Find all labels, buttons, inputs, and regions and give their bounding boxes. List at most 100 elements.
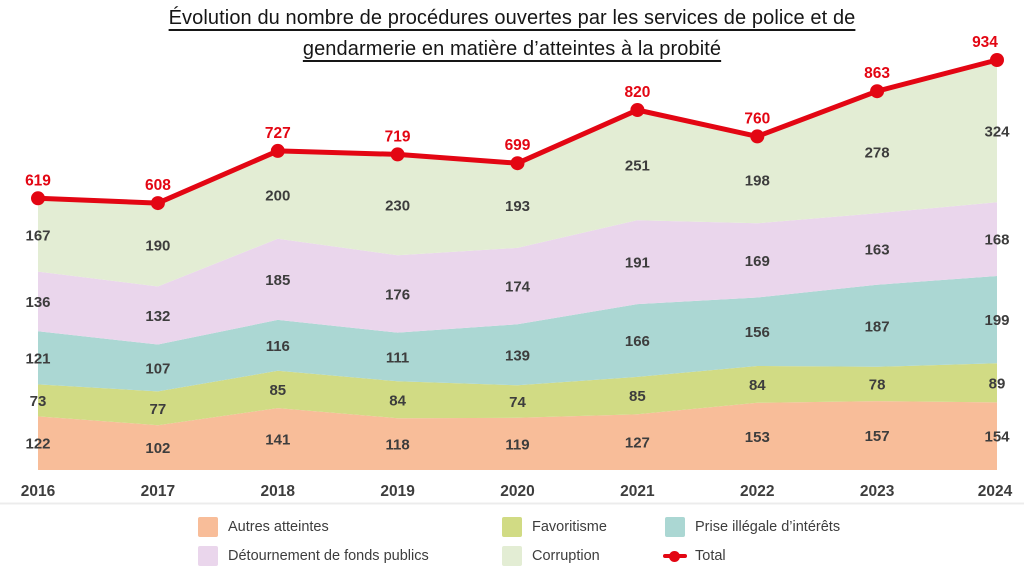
value-label-detournement-fonds-publics: 185 xyxy=(265,272,290,289)
value-label-prise-illegale-interets: 139 xyxy=(505,347,530,364)
chart-title-line-2: gendarmerie en matière d’atteintes à la … xyxy=(302,38,722,60)
legend-label-detournement-fonds-publics: Détournement de fonds publics xyxy=(228,548,429,564)
legend-swatch-prise-illegale-interets xyxy=(665,517,685,537)
legend-item-favoritisme: Favoritisme xyxy=(502,515,665,539)
value-label-favoritisme: 89 xyxy=(989,375,1006,392)
value-label-corruption: 251 xyxy=(625,158,650,175)
value-label-autres-atteintes: 154 xyxy=(984,429,1010,446)
legend-swatch-favoritisme xyxy=(502,517,522,537)
legend-item-total: Total xyxy=(663,544,965,568)
total-value-label: 820 xyxy=(624,84,650,101)
legend-swatch-detournement-fonds-publics xyxy=(198,546,218,566)
legend-label-prise-illegale-interets: Prise illégale d’intérêts xyxy=(695,519,841,535)
x-axis-label-2021: 2021 xyxy=(620,483,655,500)
value-label-prise-illegale-interets: 107 xyxy=(145,360,170,377)
total-marker xyxy=(630,103,645,117)
value-label-detournement-fonds-publics: 168 xyxy=(984,232,1009,249)
value-label-detournement-fonds-publics: 191 xyxy=(625,255,650,272)
value-label-detournement-fonds-publics: 176 xyxy=(385,287,410,304)
legend-swatch-corruption xyxy=(502,546,522,566)
legend-item-detournement-fonds-publics: Détournement de fonds publics xyxy=(198,544,502,568)
chart-legend: Autres atteintes Favoritisme Prise illég… xyxy=(198,515,965,568)
total-value-label: 719 xyxy=(385,128,411,145)
total-marker xyxy=(510,156,525,171)
x-axis-label-2020: 2020 xyxy=(500,483,534,500)
total-value-label: 699 xyxy=(505,137,531,154)
value-label-prise-illegale-interets: 199 xyxy=(984,312,1009,329)
total-marker xyxy=(31,191,45,206)
value-label-prise-illegale-interets: 111 xyxy=(386,350,409,367)
value-label-prise-illegale-interets: 121 xyxy=(25,350,50,367)
value-label-detournement-fonds-publics: 132 xyxy=(145,308,170,325)
value-label-favoritisme: 84 xyxy=(389,392,406,409)
value-label-autres-atteintes: 118 xyxy=(385,437,409,454)
value-label-favoritisme: 77 xyxy=(150,401,167,418)
area-favoritisme xyxy=(38,363,997,426)
x-axis-label-2017: 2017 xyxy=(141,483,175,500)
value-label-detournement-fonds-publics: 174 xyxy=(505,279,531,296)
area-prise-illegale-interets xyxy=(38,276,997,392)
value-label-autres-atteintes: 141 xyxy=(265,432,290,449)
total-marker xyxy=(270,143,285,158)
total-line-icon xyxy=(663,546,687,566)
total-value-label: 608 xyxy=(145,177,171,194)
total-marker xyxy=(870,84,885,99)
value-label-favoritisme: 85 xyxy=(629,388,646,405)
x-axis-label-2022: 2022 xyxy=(740,483,774,500)
x-axis-label-2019: 2019 xyxy=(380,483,415,500)
value-label-autres-atteintes: 119 xyxy=(505,436,529,453)
value-label-favoritisme: 73 xyxy=(30,393,47,410)
total-value-label: 619 xyxy=(25,172,51,189)
total-marker xyxy=(990,53,1004,67)
legend-label-corruption: Corruption xyxy=(532,548,600,564)
chart-title-line-1: Évolution du nombre de procédures ouvert… xyxy=(168,7,856,29)
value-label-corruption: 167 xyxy=(25,227,50,244)
area-corruption xyxy=(38,60,997,287)
legend-item-prise-illegale-interets: Prise illégale d’intérêts xyxy=(665,515,965,539)
value-label-corruption: 278 xyxy=(865,145,890,162)
legend-label-autres-atteintes: Autres atteintes xyxy=(228,519,329,535)
x-axis-label-2016: 2016 xyxy=(21,483,56,500)
total-marker xyxy=(390,147,405,162)
total-marker xyxy=(150,196,165,211)
value-label-favoritisme: 78 xyxy=(869,377,886,394)
value-label-favoritisme: 74 xyxy=(509,394,526,411)
value-label-corruption: 193 xyxy=(505,198,530,215)
total-value-label: 863 xyxy=(864,65,890,82)
value-label-autres-atteintes: 157 xyxy=(865,428,890,445)
total-value-label: 934 xyxy=(972,34,998,51)
value-label-detournement-fonds-publics: 163 xyxy=(865,242,890,259)
legend-swatch-autres-atteintes xyxy=(198,517,218,537)
value-label-corruption: 200 xyxy=(265,187,290,204)
total-dot-swatch xyxy=(669,550,680,562)
value-label-corruption: 198 xyxy=(745,172,770,189)
value-label-autres-atteintes: 102 xyxy=(145,440,170,457)
value-label-prise-illegale-interets: 116 xyxy=(266,338,290,355)
value-label-detournement-fonds-publics: 136 xyxy=(25,294,50,311)
legend-item-autres-atteintes: Autres atteintes xyxy=(198,515,502,539)
value-label-favoritisme: 84 xyxy=(749,377,766,394)
value-label-autres-atteintes: 122 xyxy=(25,436,50,453)
legend-item-corruption: Corruption xyxy=(502,544,665,568)
legend-label-favoritisme: Favoritisme xyxy=(532,519,607,535)
area-detournement-fonds-publics xyxy=(38,202,997,345)
value-label-corruption: 324 xyxy=(984,124,1010,141)
value-label-corruption: 190 xyxy=(145,237,170,254)
value-label-prise-illegale-interets: 187 xyxy=(865,318,890,335)
value-label-autres-atteintes: 127 xyxy=(625,435,650,452)
value-label-favoritisme: 85 xyxy=(269,382,286,399)
total-marker xyxy=(750,129,765,144)
value-label-corruption: 230 xyxy=(385,197,410,214)
value-label-prise-illegale-interets: 166 xyxy=(625,333,650,350)
area-autres-atteintes xyxy=(38,401,997,470)
legend-label-total: Total xyxy=(695,548,726,564)
x-axis-label-2023: 2023 xyxy=(860,483,895,500)
value-label-detournement-fonds-publics: 169 xyxy=(745,253,770,270)
x-axis-label-2018: 2018 xyxy=(261,483,296,500)
total-value-label: 760 xyxy=(744,110,770,127)
total-value-label: 727 xyxy=(265,125,291,142)
value-label-prise-illegale-interets: 156 xyxy=(745,324,770,341)
x-axis-label-2024: 2024 xyxy=(978,483,1013,500)
